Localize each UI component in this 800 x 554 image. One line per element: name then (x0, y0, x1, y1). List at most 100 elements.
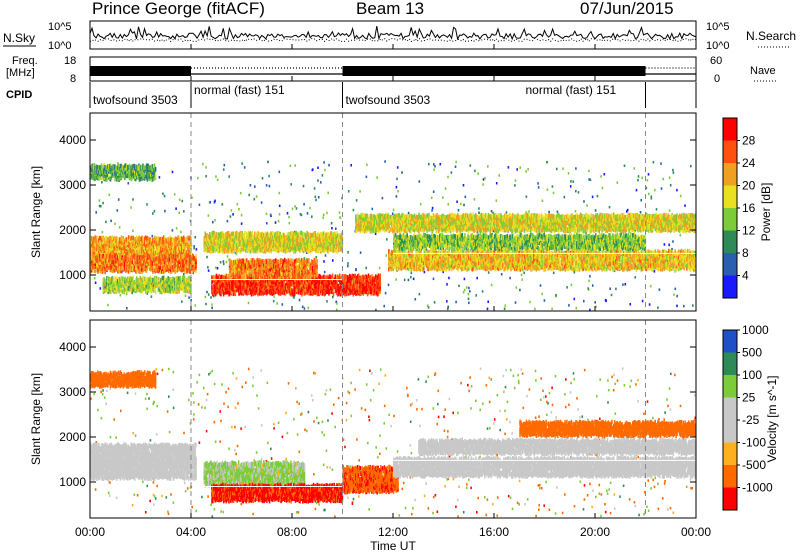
band-5-cell (230, 283, 232, 289)
scatter-pixel (229, 215, 232, 218)
band-1-cell (173, 241, 176, 247)
band-1-cell (98, 238, 100, 243)
band-2-cell (148, 254, 150, 260)
band-4-cell (289, 232, 291, 237)
band-4-cell (254, 243, 256, 249)
scatter-pixel (281, 303, 284, 306)
band-5-cell (285, 291, 287, 296)
band-4-cell (288, 247, 290, 253)
band-3-cell (153, 284, 155, 290)
band-4-cell (259, 241, 261, 246)
scatter-pixel (637, 178, 639, 182)
band-3-cell (161, 276, 163, 281)
band-2-cell (188, 264, 190, 269)
band-4-cell (251, 244, 253, 249)
band-4-cell (293, 239, 296, 245)
band-3-cell (184, 286, 187, 292)
band-5-cell (270, 288, 273, 293)
band-1-cell (109, 242, 112, 247)
nsky-label: N.Sky (3, 31, 35, 45)
band-3-cell (128, 287, 131, 292)
scatter-pixel (355, 199, 358, 202)
band-3-cell (127, 282, 129, 287)
band-1-cell (136, 243, 139, 248)
band-0-cell (135, 170, 137, 176)
band-4-cell (258, 243, 261, 248)
band-2-cell (110, 257, 113, 262)
band-5-cell (252, 287, 255, 293)
band-4-cell (228, 237, 230, 242)
band-5-cell (214, 279, 217, 285)
band-1-cell (187, 245, 189, 250)
scatter-pixel (684, 204, 686, 207)
band-3-cell (153, 288, 155, 293)
band-3-cell (121, 276, 124, 282)
scatter-pixel (153, 210, 156, 213)
band-1-cell (142, 251, 144, 256)
band-4-cell (235, 231, 237, 236)
band-3-cell (174, 289, 177, 294)
scatter-pixel (507, 166, 510, 169)
band-4-cell (322, 237, 325, 242)
band-4-cell (237, 236, 239, 241)
band-1-cell (189, 243, 191, 249)
scatter-pixel (302, 184, 305, 188)
scatter-pixel (247, 301, 250, 305)
band-5-cell (270, 290, 273, 295)
scatter-pixel (427, 306, 430, 309)
band-3-cell (129, 281, 132, 286)
band-1-cell (168, 249, 170, 254)
band-2-cell (120, 268, 123, 273)
band-5-cell (267, 289, 269, 294)
band-0-cell (99, 165, 101, 170)
band-2-cell (156, 265, 158, 270)
band-3-cell (143, 279, 145, 284)
band-0-cell (116, 172, 118, 177)
band-3-cell (169, 285, 171, 291)
band-2-cell (143, 254, 145, 259)
scatter-pixel (207, 269, 210, 272)
scatter-pixel (385, 254, 388, 257)
band-3-cell (105, 286, 107, 292)
band-3-cell (129, 276, 132, 281)
band-5-cell (252, 291, 255, 297)
band-4-cell (317, 239, 319, 244)
band-1-cell (173, 237, 176, 243)
band-2-cell (154, 260, 157, 266)
band-2-cell (185, 269, 187, 275)
band-5-cell (222, 276, 225, 281)
band-1-cell (174, 236, 177, 241)
scatter-pixel (446, 300, 448, 303)
band-4-cell (327, 231, 329, 237)
band-2-cell (134, 264, 136, 269)
band-5-cell (251, 278, 254, 283)
band-0-cell (152, 164, 154, 169)
band-5-cell (218, 280, 220, 285)
band-2-cell (99, 260, 102, 265)
band-4-cell (276, 238, 279, 244)
band-4-cell (234, 242, 236, 247)
band-0-cell (91, 175, 94, 180)
band-3-cell (133, 280, 135, 286)
band-3-cell (145, 289, 147, 294)
band-2-cell (158, 259, 160, 265)
band-5-cell (270, 281, 273, 286)
scatter-pixel (294, 205, 296, 208)
band-4-cell (329, 231, 332, 236)
band-0-cell (151, 171, 153, 176)
band-0-cell (148, 165, 150, 171)
band-5-cell (268, 280, 271, 286)
band-5-cell (253, 281, 255, 287)
scatter-pixel (207, 266, 209, 269)
band-1-cell (180, 247, 182, 253)
band-2-cell (163, 262, 166, 267)
band-4-cell (311, 233, 314, 238)
band-3-cell (146, 276, 149, 282)
scatter-pixel (317, 166, 319, 169)
band-3-cell (175, 281, 178, 287)
scatter-pixel (469, 290, 471, 293)
band-4-cell (227, 235, 229, 241)
band-5-cell (245, 281, 247, 287)
band-0-cell (137, 166, 140, 171)
band-1-cell (137, 247, 140, 252)
